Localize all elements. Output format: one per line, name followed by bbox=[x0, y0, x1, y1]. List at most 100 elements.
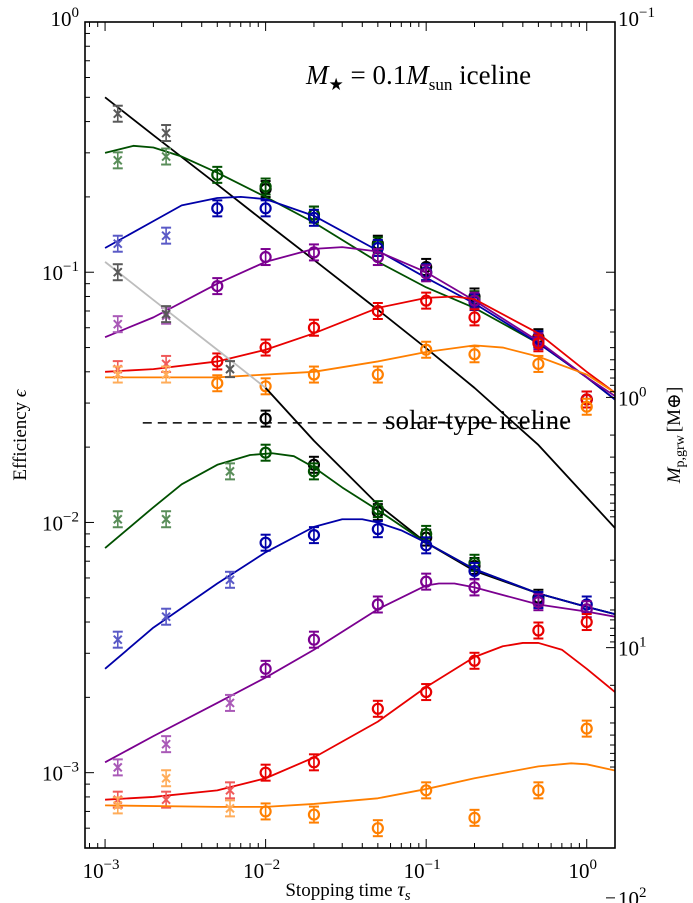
series-11-point-2 bbox=[224, 799, 235, 818]
series-10-point-2 bbox=[224, 781, 235, 800]
series-6-point-1 bbox=[161, 305, 172, 324]
series-3-point-2 bbox=[211, 277, 224, 296]
series-4-point-5 bbox=[371, 301, 384, 320]
y2-tick-label-1: 100 bbox=[618, 384, 647, 410]
series-4-point-8 bbox=[532, 334, 545, 353]
series-0-curve bbox=[104, 96, 615, 529]
x-tick-label-2: 10−1 bbox=[404, 857, 441, 883]
x-tick-label-1-base: 10 bbox=[243, 859, 264, 883]
y2-tick-label-1-exp: 0 bbox=[639, 384, 647, 400]
series-9-point-1 bbox=[161, 735, 172, 754]
series-5-point-2 bbox=[211, 374, 224, 393]
y-tick-label-3-base: 10 bbox=[51, 7, 72, 31]
series-11-point-4 bbox=[307, 805, 321, 824]
y2-tick-label-0-base: 10 bbox=[618, 7, 639, 31]
y-tick-label-0-exp: −3 bbox=[63, 760, 79, 776]
series-5-point-1 bbox=[161, 365, 172, 384]
x-tick-label-0-base: 10 bbox=[83, 859, 104, 883]
series-11-point-8 bbox=[532, 781, 545, 800]
y2-axis-label-symbol: M bbox=[664, 466, 685, 484]
series-5-point-6 bbox=[420, 340, 433, 359]
series-9-point-4 bbox=[307, 630, 321, 649]
series-0 bbox=[104, 96, 615, 529]
series-8-curve bbox=[104, 518, 615, 670]
annotation-top-symbol2: M bbox=[405, 60, 430, 90]
y-axis-label: Efficiency ϵ bbox=[10, 388, 31, 481]
series-9-point-6 bbox=[420, 572, 433, 591]
series-2-point-1 bbox=[161, 226, 172, 245]
annotation-top-sub1: ★ bbox=[329, 75, 344, 94]
series-9-point-5 bbox=[371, 595, 384, 614]
y-tick-label-3: 100 bbox=[51, 5, 80, 31]
series-10-point-9 bbox=[580, 613, 593, 632]
y2-tick-label-3-exp: 2 bbox=[639, 885, 647, 901]
y-tick-label-1-exp: −2 bbox=[63, 509, 79, 525]
series-1-point-3 bbox=[259, 177, 272, 196]
series-10-point-3 bbox=[259, 763, 272, 782]
series-2-point-0 bbox=[112, 234, 123, 253]
series-7-point-3 bbox=[259, 443, 272, 462]
series-3-point-0 bbox=[112, 315, 123, 334]
series-9-point-7 bbox=[468, 578, 481, 597]
series-6-point-3 bbox=[259, 409, 272, 428]
series-3-point-6 bbox=[420, 264, 433, 283]
series-5 bbox=[105, 340, 615, 416]
y2-tick-label-1-base: 10 bbox=[618, 386, 639, 410]
x-axis-label: Stopping time τs bbox=[285, 877, 410, 903]
x-axis-label-sub: s bbox=[405, 888, 411, 903]
series-3-point-5 bbox=[371, 248, 384, 267]
series-0-point-1 bbox=[161, 124, 172, 143]
series-11-point-6 bbox=[420, 781, 433, 800]
series-6-point-0 bbox=[112, 263, 123, 282]
series-7-point-2 bbox=[224, 462, 235, 481]
y2-axis-label-sub: p,grw bbox=[673, 434, 688, 467]
y2-tick-label-0: 10−1 bbox=[618, 5, 655, 31]
x-tick-label-3: 100 bbox=[568, 857, 597, 883]
series-3 bbox=[104, 243, 615, 409]
series-8-point-2 bbox=[224, 570, 235, 589]
annotation-bottom: solar-type iceline bbox=[385, 405, 571, 435]
series-10-point-6 bbox=[420, 683, 433, 702]
series-11-point-0 bbox=[112, 796, 123, 815]
series-10-curve bbox=[105, 642, 615, 801]
series-5-point-8 bbox=[532, 354, 545, 373]
plot-frame bbox=[84, 21, 616, 849]
series-9-point-8 bbox=[532, 593, 545, 612]
x-axis-label-text: Stopping time bbox=[285, 880, 397, 901]
y-tick-label-0: 10−3 bbox=[42, 760, 79, 786]
series-2-point-3 bbox=[259, 199, 272, 218]
y-axis-label-symbol: ϵ bbox=[10, 388, 31, 397]
series-11-point-7 bbox=[468, 808, 481, 827]
series-11-point-3 bbox=[259, 802, 272, 821]
series-3-curve bbox=[104, 246, 615, 397]
y2-tick-label-2-base: 10 bbox=[618, 637, 639, 661]
y-tick-label-2: 10−1 bbox=[42, 259, 79, 285]
x-tick-label-2-exp: −1 bbox=[425, 857, 441, 873]
series-11-point-9 bbox=[580, 719, 593, 738]
y2-tick-label-3: 102 bbox=[618, 885, 647, 903]
series-4-point-7 bbox=[468, 308, 481, 327]
series-10-point-5 bbox=[371, 699, 384, 718]
x-tick-label-3-exp: 0 bbox=[589, 857, 597, 873]
series-4-point-6 bbox=[420, 291, 433, 310]
y2-tick-label-3-base: 10 bbox=[618, 887, 639, 903]
x-tick-label-1: 10−2 bbox=[243, 857, 280, 883]
series-8-point-4 bbox=[307, 526, 321, 545]
series-7-point-5 bbox=[371, 500, 384, 519]
series-6-point-2 bbox=[224, 360, 235, 379]
series-1-point-2 bbox=[211, 165, 224, 184]
series-10-point-8 bbox=[532, 621, 545, 640]
series-9-point-2 bbox=[224, 693, 235, 712]
series-0-point-0 bbox=[112, 104, 123, 123]
x-tick-label-2-base: 10 bbox=[404, 859, 425, 883]
y-tick-label-1: 10−2 bbox=[42, 509, 79, 535]
series-1-point-1 bbox=[161, 147, 172, 166]
series-5-point-0 bbox=[112, 365, 123, 384]
series-10-point-7 bbox=[468, 651, 481, 670]
series-4-point-4 bbox=[307, 318, 321, 337]
series-7 bbox=[104, 443, 615, 616]
series-5-point-5 bbox=[371, 365, 384, 384]
y2-axis-label: Mp,grw [M⊕] bbox=[664, 387, 688, 485]
series-1-point-0 bbox=[112, 151, 123, 170]
